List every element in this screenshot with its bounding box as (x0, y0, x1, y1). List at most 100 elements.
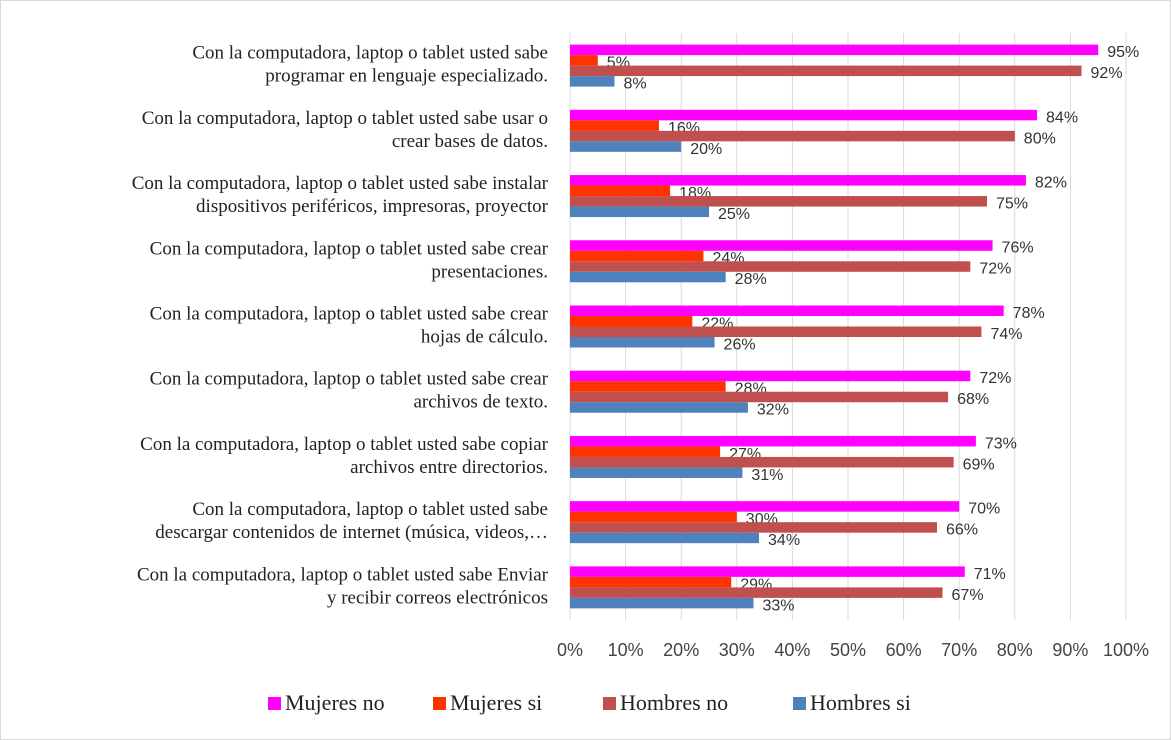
value-label: 26% (724, 336, 756, 353)
bar (570, 175, 1026, 186)
bar (570, 55, 598, 66)
bar (570, 576, 732, 588)
value-label: 75% (996, 196, 1028, 213)
bar (570, 130, 1015, 142)
category-line: crear bases de datos. (392, 131, 548, 152)
bar (570, 141, 682, 152)
bar (570, 271, 726, 283)
x-tick-label: 70% (941, 640, 977, 660)
value-label: 69% (963, 456, 995, 473)
value-label: 34% (768, 532, 800, 549)
bar (570, 261, 971, 272)
bar (570, 185, 671, 197)
bar (570, 316, 693, 327)
category-line: Con la computadora, laptop o tablet uste… (142, 108, 548, 129)
bar (570, 587, 943, 598)
bar (570, 446, 721, 457)
bar (570, 65, 1082, 77)
bar (570, 196, 987, 207)
category-label: Con la computadora, laptop o tablet uste… (192, 43, 548, 87)
category-label: Con la computadora, laptop o tablet uste… (150, 369, 549, 413)
x-tick-label: 20% (663, 640, 699, 660)
value-label: 80% (1024, 130, 1056, 147)
category-line: archivos entre directorios. (350, 457, 548, 478)
legend-label: Hombres si (810, 690, 911, 715)
bar (570, 120, 659, 131)
value-label: 84% (1046, 109, 1078, 126)
x-tick-label: 60% (886, 640, 922, 660)
value-label: 68% (957, 391, 989, 408)
legend-swatch (603, 697, 616, 710)
value-label: 71% (974, 566, 1006, 583)
x-tick-label: 50% (830, 640, 866, 660)
value-label: 72% (979, 370, 1011, 387)
legend-label: Hombres no (620, 690, 728, 715)
bar (570, 456, 954, 468)
legend-swatch (793, 697, 806, 710)
category-label: Con la computadora, laptop o tablet uste… (155, 500, 548, 544)
x-tick-label: 80% (997, 640, 1033, 660)
category-label: Con la computadora, laptop o tablet uste… (142, 108, 548, 152)
bar (570, 206, 709, 218)
category-line: Con la computadora, laptop o tablet uste… (140, 434, 549, 455)
legend-swatch (268, 697, 281, 710)
bar (570, 381, 726, 392)
value-label: 25% (718, 206, 750, 223)
category-label: Con la computadora, laptop o tablet uste… (132, 173, 549, 217)
category-line: Con la computadora, laptop o tablet uste… (150, 369, 549, 390)
value-label: 72% (979, 261, 1011, 278)
bar (570, 597, 754, 609)
value-label: 67% (952, 587, 984, 604)
bar (570, 511, 737, 523)
bar (570, 566, 965, 577)
category-line: presentaciones. (431, 262, 548, 283)
bar (570, 240, 993, 251)
bar (570, 370, 971, 382)
bar (570, 305, 1004, 316)
value-label: 28% (735, 271, 767, 288)
legend-label: Mujeres si (450, 690, 542, 715)
value-label: 8% (623, 76, 646, 93)
value-label: 74% (990, 326, 1022, 343)
value-label: 78% (1013, 305, 1045, 322)
value-label: 82% (1035, 175, 1067, 192)
value-label: 73% (985, 435, 1017, 452)
legend-label: Mujeres no (285, 690, 385, 715)
value-label: 76% (1002, 240, 1034, 257)
category-line: Con la computadora, laptop o tablet uste… (150, 304, 549, 325)
x-tick-label: 0% (557, 640, 583, 660)
x-tick-label: 90% (1052, 640, 1088, 660)
bar (570, 402, 748, 413)
category-line: Con la computadora, laptop o tablet uste… (137, 565, 549, 586)
bar (570, 435, 976, 447)
value-label: 70% (968, 501, 1000, 518)
category-line: Con la computadora, laptop o tablet uste… (150, 239, 549, 260)
bar (570, 76, 615, 87)
category-line: Con la computadora, laptop o tablet uste… (192, 500, 548, 521)
category-label: Con la computadora, laptop o tablet uste… (140, 434, 549, 478)
value-label: 92% (1091, 65, 1123, 82)
bar (570, 522, 937, 533)
x-tick-label: 10% (608, 640, 644, 660)
bar (570, 337, 715, 348)
value-label: 95% (1107, 44, 1139, 61)
value-label: 66% (946, 522, 978, 539)
value-label: 31% (751, 467, 783, 484)
legend-swatch (433, 697, 446, 710)
bar (570, 391, 949, 403)
category-label: Con la computadora, laptop o tablet uste… (150, 304, 549, 348)
category-line: descargar contenidos de internet (música… (155, 523, 548, 544)
x-tick-label: 30% (719, 640, 755, 660)
bar (570, 532, 760, 544)
category-line: archivos de texto. (413, 392, 548, 413)
category-line: programar en lenguaje especializado. (265, 66, 548, 87)
bar (570, 467, 743, 478)
value-label: 32% (757, 402, 789, 419)
category-line: y recibir correos electrónicos (327, 588, 548, 609)
bar (570, 326, 982, 337)
category-label: Con la computadora, laptop o tablet uste… (137, 565, 549, 609)
bar (570, 44, 1099, 56)
bar (570, 501, 960, 512)
